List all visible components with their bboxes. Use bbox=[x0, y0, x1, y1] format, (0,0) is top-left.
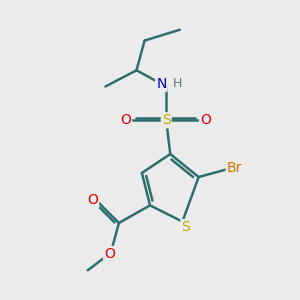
Text: O: O bbox=[200, 113, 211, 127]
Text: O: O bbox=[104, 247, 115, 261]
Text: S: S bbox=[162, 113, 171, 127]
Text: H: H bbox=[173, 77, 182, 90]
Text: S: S bbox=[181, 220, 190, 234]
Text: Br: Br bbox=[226, 160, 242, 175]
Text: O: O bbox=[87, 193, 98, 207]
Text: O: O bbox=[120, 113, 131, 127]
Text: N: N bbox=[156, 77, 167, 91]
